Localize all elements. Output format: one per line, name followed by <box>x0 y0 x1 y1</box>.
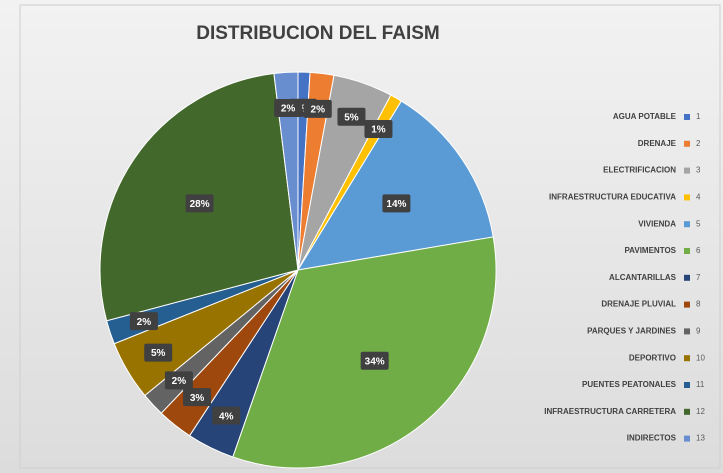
legend-swatch <box>684 221 690 228</box>
data-label: 2% <box>172 376 187 387</box>
legend-number: 13 <box>696 434 705 443</box>
data-label-box <box>337 107 366 126</box>
legend-swatch <box>684 167 690 174</box>
legend-number: 4 <box>696 193 701 202</box>
legend-swatch <box>684 114 690 120</box>
legend-number: 12 <box>696 407 705 416</box>
legend-swatch <box>684 248 690 254</box>
data-label-box <box>129 312 158 331</box>
legend-label: ELECTRIFICACION <box>603 166 676 175</box>
legend-label: PUENTES PEATONALES <box>582 380 677 389</box>
data-label-box <box>360 351 389 370</box>
legend-label: DEPORTIVO <box>629 353 676 362</box>
legend-label: PAVIMENTOS <box>624 246 676 255</box>
data-labels: 1% 2%5%1%14%34%4%3%2%5%2%28%2% <box>129 98 411 425</box>
data-label: 5% <box>151 348 166 359</box>
legend-label: VIVIENDA <box>638 219 676 228</box>
legend-label: INDIRECTOS <box>627 434 677 443</box>
data-label: 5% <box>344 112 359 123</box>
legend-label: ALCANTARILLAS <box>609 273 677 282</box>
data-label-box <box>185 194 214 213</box>
legend-label: AGUA POTABLE <box>613 112 677 121</box>
legend: AGUA POTABLE 1 DRENAJE 2 ELECTRIFICACION 3 INF… <box>544 112 705 443</box>
pie-slice <box>273 71 299 271</box>
data-label: 1% <box>371 125 386 136</box>
data-label-box <box>212 406 241 425</box>
legend-number: 10 <box>696 353 705 362</box>
legend-number: 7 <box>696 273 701 282</box>
data-label: 4% <box>219 411 234 422</box>
legend-swatch <box>684 140 690 147</box>
data-label-box <box>164 371 193 390</box>
data-label: 2% <box>281 104 296 115</box>
legend-swatch <box>684 301 690 308</box>
legend-number: 3 <box>696 166 701 175</box>
legend-label: INFRAESTRUCTURA CARRETERA <box>544 407 676 416</box>
legend-swatch <box>684 382 690 388</box>
data-label: 1% <box>296 103 311 114</box>
legend-swatch <box>684 328 690 335</box>
legend-swatch <box>684 355 690 362</box>
data-label: 3% <box>190 393 205 404</box>
chart-title: DISTRIBUCION DEL FAISM <box>196 23 440 44</box>
legend-number: 9 <box>696 327 701 336</box>
data-label-box <box>183 388 212 407</box>
legend-label: DRENAJE PLUVIAL <box>601 300 676 309</box>
legend-number: 2 <box>696 139 701 148</box>
legend-swatch <box>684 274 690 281</box>
legend-number: 11 <box>696 380 705 389</box>
data-label: 34% <box>365 356 385 367</box>
legend-swatch <box>684 194 690 201</box>
data-label-box <box>303 99 332 118</box>
chart-border <box>19 4 721 469</box>
pie-slice <box>297 100 494 271</box>
legend-label: INFRAESTRUCTURA EDUCATIVA <box>549 193 676 202</box>
legend-label: PARQUES Y JARDINES <box>587 327 677 336</box>
legend-swatch <box>684 435 690 442</box>
data-label-box <box>364 119 393 138</box>
legend-number: 5 <box>696 219 701 228</box>
data-label: 2% <box>311 104 326 115</box>
legend-label: DRENAJE <box>638 139 677 148</box>
data-label: 2% <box>137 317 152 328</box>
data-label: 14% <box>386 199 406 210</box>
legend-swatch <box>684 408 690 415</box>
pie <box>99 71 497 469</box>
data-label-box <box>144 343 173 362</box>
legend-number: 1 <box>696 112 701 121</box>
data-label-box <box>274 98 303 117</box>
legend-number: 8 <box>696 300 701 309</box>
data-label-box <box>382 194 411 213</box>
legend-number: 6 <box>696 246 701 255</box>
data-label: 28% <box>190 199 210 210</box>
